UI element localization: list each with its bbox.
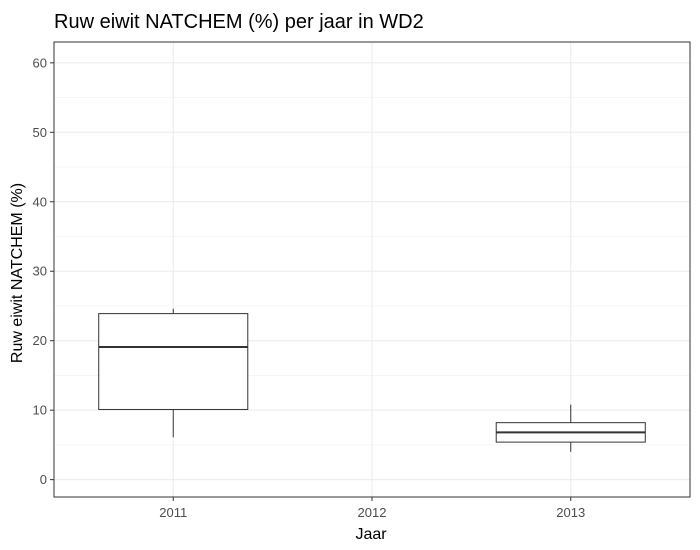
- y-tick-label: 20: [33, 333, 47, 348]
- box-2013: [495, 404, 646, 452]
- chart-title: Ruw eiwit NATCHEM (%) per jaar in WD2: [54, 11, 424, 33]
- x-axis-title: Jaar: [355, 526, 387, 543]
- y-axis-title: Ruw eiwit NATCHEM (%): [9, 183, 26, 363]
- y-tick-label: 0: [40, 472, 47, 487]
- x-tick-label: 2011: [159, 505, 187, 520]
- y-tick-label: 50: [33, 125, 47, 140]
- box-iqr: [98, 313, 249, 410]
- y-tick-label: 60: [33, 55, 47, 70]
- x-tick-label: 2012: [358, 505, 387, 520]
- boxplot-series: [98, 308, 646, 452]
- y-axis: 0 10 20 30 40 50 60: [33, 55, 54, 487]
- box-2011: [98, 308, 249, 438]
- y-tick-label: 10: [33, 403, 47, 418]
- x-tick-label: 2013: [556, 505, 585, 520]
- y-tick-label: 30: [33, 264, 47, 279]
- x-axis: 2011 2012 2013: [159, 497, 585, 520]
- y-tick-label: 40: [33, 194, 47, 209]
